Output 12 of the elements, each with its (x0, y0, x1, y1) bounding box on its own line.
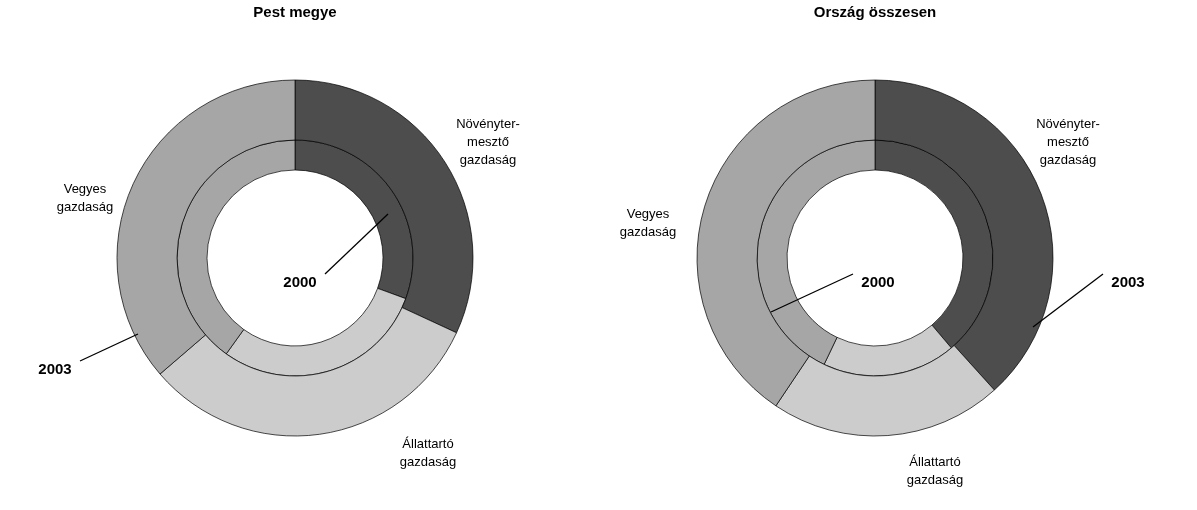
slice-label: 2003 (1111, 273, 1145, 290)
slice-label: Növényter- mesztő gazdaság (1036, 116, 1100, 167)
slice-label: Növényter- mesztő gazdaság (456, 116, 520, 167)
slice-label: 2003 (38, 360, 72, 377)
slice-label: Vegyes gazdaság (619, 206, 677, 239)
slice-label: Állattartó gazdaság (399, 436, 457, 469)
chart-title: Ország összesen (813, 3, 937, 20)
slice-label: Állattartó gazdaság (906, 454, 964, 487)
slice-label: 2000 (283, 273, 317, 290)
slice-label: Vegyes gazdaság (56, 181, 114, 214)
chart-title: Pest megye (253, 3, 337, 20)
slice-label: 2000 (861, 273, 895, 290)
